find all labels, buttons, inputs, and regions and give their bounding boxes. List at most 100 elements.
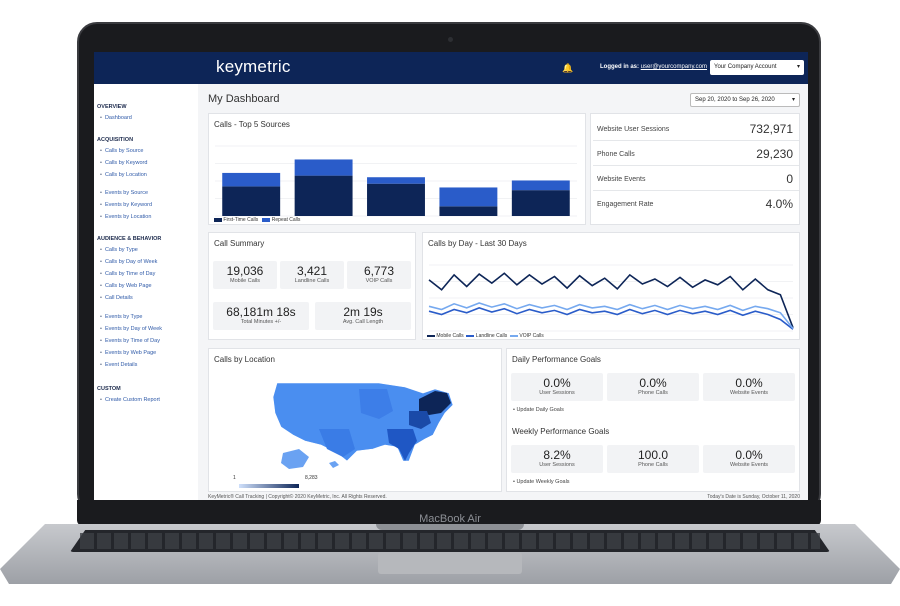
bar-first-time-3 xyxy=(439,206,498,216)
top5-bar-chart xyxy=(215,145,577,217)
map-region-mid-atlantic xyxy=(409,411,431,429)
sidebar-item-call-details[interactable]: Call Details xyxy=(100,295,133,301)
metric-voip-calls: 6,773 VOIP Calls xyxy=(347,261,411,289)
bar-first-time-2 xyxy=(367,183,425,216)
sidebar-item-events-by-time-of-day[interactable]: Events by Time of Day xyxy=(100,338,160,344)
update-daily-goals-link[interactable]: • Update Daily Goals xyxy=(513,407,564,413)
sidebar-item-calls-by-source[interactable]: Calls by Source xyxy=(100,148,144,154)
stat-website-user-sessions: Website User Sessions 732,971 xyxy=(593,118,799,141)
metric-value: 0.0% xyxy=(543,376,571,390)
card-performance-goals: Daily Performance Goals 0.0% User Sessio… xyxy=(506,348,800,492)
stat-label: Engagement Rate xyxy=(597,201,654,208)
scale-max: 8,283 xyxy=(305,475,318,481)
sidebar-item-calls-by-location[interactable]: Calls by Location xyxy=(100,172,147,178)
top5-legend: First-Time Calls Repeat Calls xyxy=(214,217,300,223)
map-region-alaska xyxy=(281,449,309,469)
sidebar-item-events-by-web-page[interactable]: Events by Web Page xyxy=(100,350,156,356)
metric-value: 19,036 xyxy=(226,264,264,278)
card-call-summary: Call Summary 19,036 Mobile Calls 3,421 L… xyxy=(208,232,416,340)
bar-repeat-0 xyxy=(222,172,281,187)
stat-value: 4.0% xyxy=(765,197,793,211)
weekly-goal-user-sessions: 8.2% User Sessions xyxy=(511,445,603,473)
metric-value: 0.0% xyxy=(735,448,763,462)
stat-engagement-rate: Engagement Rate 4.0% xyxy=(593,193,799,216)
account-label: Your Company Account xyxy=(714,64,777,70)
sidebar-item-events-by-location[interactable]: Events by Location xyxy=(100,214,151,220)
stat-phone-calls: Phone Calls 29,230 xyxy=(593,143,799,166)
account-select[interactable]: Your Company Account ▾ xyxy=(710,60,804,75)
bar-first-time-4 xyxy=(511,190,570,216)
logged-in-as: Logged in as: user@yourcompany.com xyxy=(600,64,707,70)
metric-label: User Sessions xyxy=(539,462,575,468)
metric-value: 100.0 xyxy=(637,448,669,462)
legend-swatch-first-time xyxy=(214,217,222,222)
user-email-link[interactable]: user@yourcompany.com xyxy=(640,64,708,70)
stat-value: 732,971 xyxy=(749,122,793,136)
footer-copyright: KeyMetric® Call Tracking | Copyright© 20… xyxy=(208,494,387,500)
sidebar-item-events-by-source[interactable]: Events by Source xyxy=(100,190,148,196)
bell-icon[interactable]: 🔔 xyxy=(562,63,574,73)
legend-swatch-voip xyxy=(510,334,518,337)
card-title: Calls - Top 5 Sources xyxy=(214,120,290,129)
daily-goal-user-sessions: 0.0% User Sessions xyxy=(511,373,603,401)
legend-landline: Landline Calls xyxy=(475,333,508,339)
screen: keymetric 🔔 Logged in as: user@yourcompa… xyxy=(94,52,808,500)
calls-by-day-line-chart xyxy=(428,264,794,332)
metric-label: Total Minutes +/- xyxy=(240,319,282,325)
date-range-label: Sep 20, 2020 to Sep 26, 2020 xyxy=(695,97,775,103)
map-region-southeast xyxy=(387,429,417,461)
logged-prefix: Logged in as: xyxy=(600,64,639,70)
metric-label: User Sessions xyxy=(539,390,575,396)
map-scale-bar xyxy=(239,484,299,488)
series-line-voip xyxy=(428,302,794,330)
legend-mobile: Mobile Calls xyxy=(436,333,464,339)
metric-avg-call-length: 2m 19s Avg. Call Length xyxy=(315,302,411,330)
laptop-hinge-notch xyxy=(376,524,524,530)
weekly-goals-title: Weekly Performance Goals xyxy=(512,427,610,436)
camera-icon xyxy=(448,37,453,42)
sidebar-item-calls-by-keyword[interactable]: Calls by Keyword xyxy=(100,160,148,166)
keymetric-logo[interactable]: keymetric xyxy=(216,57,291,76)
metric-label: Phone Calls xyxy=(638,390,668,396)
weekly-goal-phone-calls: 100.0 Phone Calls xyxy=(607,445,699,473)
sidebar-item-calls-by-web-page[interactable]: Calls by Web Page xyxy=(100,283,152,289)
card-title: Calls by Day - Last 30 Days xyxy=(428,239,527,248)
sidebar: OVERVIEW Dashboard ACQUISITION Calls by … xyxy=(94,84,198,500)
legend-repeat: Repeat Calls xyxy=(271,217,301,223)
sidebar-item-calls-by-type[interactable]: Calls by Type xyxy=(100,247,138,253)
metric-value: 0.0% xyxy=(735,376,763,390)
sidebar-item-events-by-type[interactable]: Events by Type xyxy=(100,314,143,320)
daily-goal-phone-calls: 0.0% Phone Calls xyxy=(607,373,699,401)
sidebar-item-create-custom-report[interactable]: Create Custom Report xyxy=(100,397,160,403)
laptop-brand-label: MacBook Air xyxy=(419,513,481,525)
map-region-texas xyxy=(319,429,355,457)
sidebar-section-overview: OVERVIEW xyxy=(97,104,127,110)
sidebar-item-events-by-day-of-week[interactable]: Events by Day of Week xyxy=(100,326,162,332)
metric-label: Mobile Calls xyxy=(230,278,260,284)
sidebar-item-calls-by-day-of-week[interactable]: Calls by Day of Week xyxy=(100,259,157,265)
stat-value: 0 xyxy=(786,172,793,186)
map-region-midwest xyxy=(359,389,393,419)
sidebar-item-events-by-keyword[interactable]: Events by Keyword xyxy=(100,202,152,208)
metric-value: 68,181m 18s xyxy=(226,305,296,319)
us-map[interactable] xyxy=(209,349,503,493)
metric-value: 0.0% xyxy=(639,376,667,390)
metric-label: Landline Calls xyxy=(294,278,330,284)
metric-landline-calls: 3,421 Landline Calls xyxy=(280,261,344,289)
sidebar-item-dashboard[interactable]: Dashboard xyxy=(100,115,132,121)
bar-first-time-1 xyxy=(294,175,353,216)
update-weekly-goals-link[interactable]: • Update Weekly Goals xyxy=(513,479,570,485)
laptop-trackpad xyxy=(378,552,522,574)
date-range-select[interactable]: Sep 20, 2020 to Sep 26, 2020 ▾ xyxy=(690,93,800,107)
top-header: keymetric 🔔 Logged in as: user@yourcompa… xyxy=(94,52,808,84)
metric-value: 6,773 xyxy=(363,264,395,278)
card-stats: Website User Sessions 732,971 Phone Call… xyxy=(590,113,800,225)
card-top5-sources: Calls - Top 5 Sources First-Time Calls R… xyxy=(208,113,586,225)
card-calls-by-location: Calls by Location 1 8,283 xyxy=(208,348,502,492)
sidebar-item-calls-by-time-of-day[interactable]: Calls by Time of Day xyxy=(100,271,155,277)
sidebar-section-acquisition: ACQUISITION xyxy=(97,137,134,143)
legend-swatch-mobile xyxy=(427,334,435,337)
map-region-hawaii xyxy=(329,461,339,468)
sidebar-item-event-details[interactable]: Event Details xyxy=(100,362,137,368)
